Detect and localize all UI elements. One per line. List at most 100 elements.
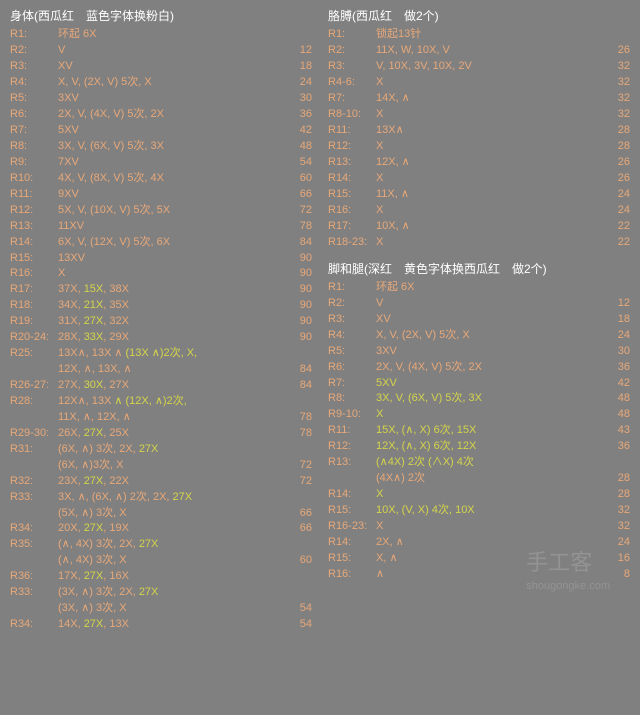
row-label: R7: — [328, 91, 376, 107]
row-instruction: X — [376, 407, 606, 423]
highlight: 27X — [84, 618, 104, 630]
row-count: 36 — [606, 360, 630, 376]
row-instruction: V — [376, 296, 606, 312]
pattern-row: R19:31X, 27X, 32X90 — [10, 314, 312, 330]
row-instruction: X — [58, 266, 288, 282]
pattern-row: R15:X, ∧16 — [328, 551, 630, 567]
pattern-row: R34:20X, 27X, 19X66 — [10, 521, 312, 537]
row-instruction: X, V, (2X, V) 5次, X — [376, 328, 606, 344]
row-label: R1: — [328, 280, 376, 296]
row-count: 42 — [288, 123, 312, 139]
row-count: 60 — [288, 171, 312, 187]
highlight: X — [376, 488, 383, 500]
pattern-row: R25:13X∧, 13X ∧ (13X ∧)2次, X, — [10, 346, 312, 362]
row-instruction: 13XV — [58, 251, 288, 267]
row-label: R16: — [10, 266, 58, 282]
row-label — [10, 601, 58, 617]
row-instruction: (∧, 4X) 3次, 2X, 27X — [58, 537, 288, 553]
row-count: 72 — [288, 458, 312, 474]
pattern-row: R14:X26 — [328, 171, 630, 187]
row-instruction: 锁起13针 — [376, 27, 606, 43]
highlight: 27X — [139, 586, 159, 598]
row-count: 72 — [288, 203, 312, 219]
row-count: 54 — [288, 155, 312, 171]
row-instruction: X — [376, 139, 606, 155]
row-count: 28 — [606, 471, 630, 487]
row-count: 72 — [288, 474, 312, 490]
highlight: (∧4X) 2次 (∧X) 4次 — [376, 456, 474, 468]
row-count: 24 — [606, 203, 630, 219]
pattern-row: R34:14X, 27X, 13X54 — [10, 617, 312, 633]
row-instruction: 12X, ∧ — [376, 155, 606, 171]
row-instruction: X, V, (2X, V) 5次, X — [58, 75, 288, 91]
row-instruction: 3X, V, (6X, V) 5次, 3X — [376, 391, 606, 407]
title-note: (西瓜红 做2个) — [352, 9, 439, 23]
row-label: R32: — [10, 474, 58, 490]
pattern-row: R26-27:27X, 30X, 27X84 — [10, 378, 312, 394]
row-count: 24 — [606, 328, 630, 344]
highlight: 12X, (∧, X) 6次, 12X — [376, 440, 476, 452]
row-instruction: X — [376, 487, 606, 503]
row-instruction: X — [376, 107, 606, 123]
row-instruction: 3XV — [58, 91, 288, 107]
pattern-row: R12:5X, V, (10X, V) 5次, 5X72 — [10, 203, 312, 219]
row-count: 90 — [288, 298, 312, 314]
row-label: R8: — [10, 139, 58, 155]
row-count: 84 — [288, 362, 312, 378]
title-prefix: 身体 — [10, 9, 34, 23]
highlight: 5XV — [376, 377, 397, 389]
row-count: 32 — [606, 91, 630, 107]
row-count: 28 — [606, 487, 630, 503]
row-count: 28 — [606, 139, 630, 155]
highlight: 27X — [139, 443, 159, 455]
row-instruction: (3X, ∧) 3次, X — [58, 601, 288, 617]
pattern-row: R12:12X, (∧, X) 6次, 12X36 — [328, 439, 630, 455]
row-label: R15: — [10, 251, 58, 267]
highlight: 27X — [84, 522, 104, 534]
row-count: 26 — [606, 171, 630, 187]
highlight: 27X — [84, 570, 104, 582]
highlight: 30X — [84, 379, 104, 391]
row-count: 18 — [606, 312, 630, 328]
row-label: R34: — [10, 521, 58, 537]
pattern-row: (6X, ∧)3次, X72 — [10, 458, 312, 474]
row-instruction: (∧4X) 2次 (∧X) 4次 — [376, 455, 606, 471]
pattern-row: R12:X28 — [328, 139, 630, 155]
row-label: R2: — [328, 296, 376, 312]
highlight: 27X — [139, 538, 159, 550]
row-label — [10, 362, 58, 378]
row-label: R12: — [328, 139, 376, 155]
row-count: 24 — [606, 187, 630, 203]
row-count: 12 — [606, 296, 630, 312]
row-instruction: 13X∧ — [376, 123, 606, 139]
right-column: 胳膊(西瓜红 做2个)R1:锁起13针R2:11X, W, 10X, V26R3… — [328, 8, 630, 633]
pattern-row: R17:10X, ∧22 — [328, 219, 630, 235]
row-count: 22 — [606, 235, 630, 251]
highlight: 27X — [173, 491, 193, 503]
row-count: 32 — [606, 503, 630, 519]
pattern-row: R2:V12 — [10, 43, 312, 59]
row-label: R15: — [328, 187, 376, 203]
row-label: R31: — [10, 442, 58, 458]
row-count: 84 — [288, 378, 312, 394]
row-label: R10: — [10, 171, 58, 187]
pattern-row: R29-30:26X, 27X, 25X78 — [10, 426, 312, 442]
pattern-row: R9-10:X48 — [328, 407, 630, 423]
pattern-row: R4:X, V, (2X, V) 5次, X24 — [10, 75, 312, 91]
highlight: ∧ (12X, ∧)2次, — [114, 395, 186, 407]
row-label: R16-23: — [328, 519, 376, 535]
row-label: R16: — [328, 567, 376, 583]
pattern-row: R13:11XV78 — [10, 219, 312, 235]
row-instruction: XV — [376, 312, 606, 328]
row-label: R8-10: — [328, 107, 376, 123]
row-instruction: (5X, ∧) 3次, X — [58, 506, 288, 522]
row-label: R9: — [10, 155, 58, 171]
row-instruction: (3X, ∧) 3次, 2X, 27X — [58, 585, 288, 601]
highlight: 21X — [84, 299, 104, 311]
pattern-row: R8:3X, V, (6X, V) 5次, 3X48 — [328, 391, 630, 407]
row-count — [606, 27, 630, 43]
pattern-row: (∧, 4X) 3次, X60 — [10, 553, 312, 569]
pattern-row: R17:37X, 15X, 38X90 — [10, 282, 312, 298]
right-top-section: 胳膊(西瓜红 做2个)R1:锁起13针R2:11X, W, 10X, V26R3… — [328, 8, 630, 251]
row-count: 30 — [606, 344, 630, 360]
